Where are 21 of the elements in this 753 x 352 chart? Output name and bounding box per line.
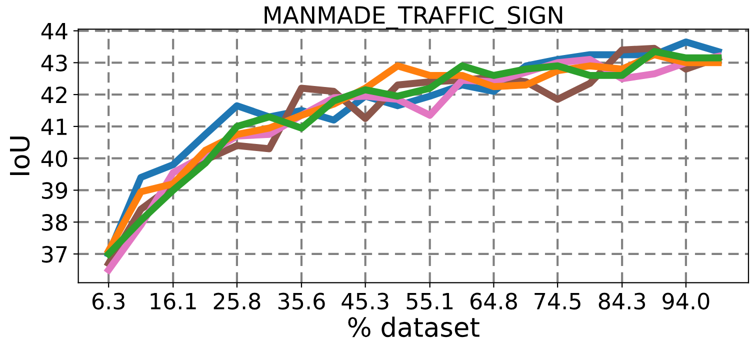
chart-title: MANMADE_TRAFFIC_SIGN bbox=[264, 6, 562, 30]
x-axis-title: % dataset bbox=[348, 316, 480, 338]
x-tick-label: 25.8 bbox=[214, 292, 260, 310]
x-tick-label: 45.3 bbox=[342, 292, 388, 310]
y-tick-label: 42 bbox=[41, 86, 66, 104]
x-tick-label: 74.5 bbox=[534, 293, 580, 310]
y-tick-label: 40 bbox=[41, 150, 68, 168]
y-tick-label: 38 bbox=[42, 214, 68, 231]
y-tick-label: 41 bbox=[41, 118, 67, 135]
x-tick-label: 35.6 bbox=[278, 292, 325, 310]
y-tick-label: 37 bbox=[42, 246, 67, 263]
y-axis-title: IoU bbox=[10, 136, 30, 175]
x-tick-label: 55.1 bbox=[406, 293, 453, 310]
y-tick-label: 43 bbox=[41, 54, 67, 72]
x-tick-label: 6.3 bbox=[92, 292, 124, 310]
y-tick-label: 39 bbox=[42, 182, 68, 199]
x-tick-label: 16.1 bbox=[150, 292, 196, 310]
x-tick-label: 94.0 bbox=[662, 292, 710, 310]
x-tick-label: 84.3 bbox=[598, 292, 646, 310]
x-tick-label: 64.8 bbox=[470, 292, 517, 310]
y-tick-label: 44 bbox=[41, 23, 68, 40]
